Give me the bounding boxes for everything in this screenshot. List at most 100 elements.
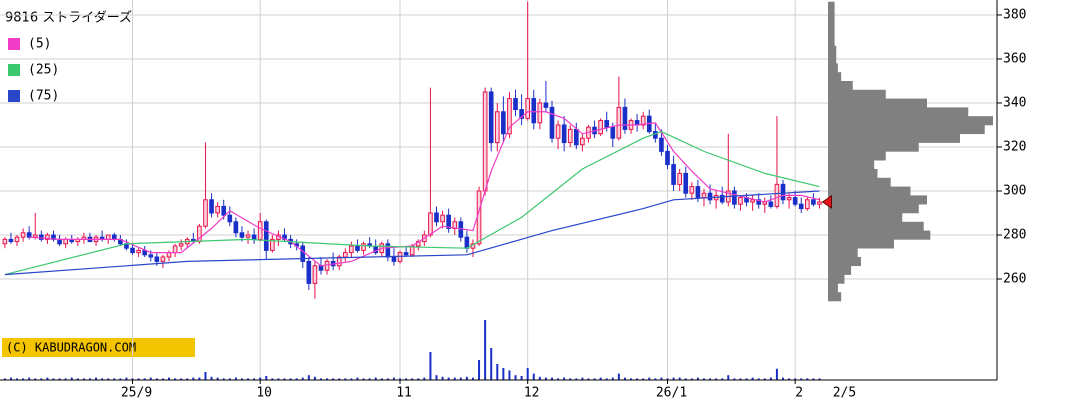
volume-bar: [800, 378, 803, 380]
volume-bar: [253, 378, 256, 380]
profile-bar: [828, 168, 878, 179]
candle-body: [488, 91, 494, 144]
volume-bar: [143, 378, 146, 380]
copyright: (C) KABUDRAGON.COM: [6, 341, 136, 355]
volume-bar: [630, 378, 633, 380]
candle-body: [817, 201, 822, 205]
candle-body: [683, 172, 689, 194]
profile-bar: [828, 133, 960, 143]
volume-bar: [161, 378, 164, 380]
volume-bar: [101, 378, 104, 380]
candle-body: [172, 245, 178, 254]
candle-body: [719, 194, 725, 203]
profile-bar: [828, 45, 837, 55]
candle-body: [805, 199, 810, 210]
volume-bar: [58, 378, 61, 380]
candle-body: [227, 214, 233, 223]
y-tick-label: 300: [1003, 183, 1026, 198]
profile-bar: [828, 116, 993, 126]
candle-body: [233, 221, 239, 234]
profile-bar: [828, 10, 835, 20]
volume-bar: [417, 378, 420, 380]
candle-body: [525, 98, 531, 119]
candle-body: [476, 190, 482, 245]
volume-bar: [119, 378, 122, 380]
profile-bar: [828, 89, 886, 99]
volume-bar: [307, 375, 310, 380]
volume-bar: [678, 377, 681, 380]
profile-bar: [828, 230, 931, 240]
candle-body: [561, 124, 567, 144]
volume-bar: [319, 378, 322, 380]
volume-bar: [28, 377, 31, 380]
volume-bar: [423, 377, 426, 380]
candle-body: [774, 183, 780, 207]
candle-body: [665, 150, 670, 166]
volume-bar: [459, 377, 462, 380]
candle-body: [306, 260, 312, 284]
candle-body: [756, 199, 762, 205]
candle-body: [798, 203, 804, 210]
x-tick-label: 11: [396, 386, 412, 401]
profile-bar: [828, 239, 894, 249]
candle-body: [738, 197, 743, 205]
volume-bar: [301, 377, 304, 380]
volume-bar: [581, 377, 584, 380]
candle-body: [786, 197, 792, 201]
profile-bar: [828, 186, 911, 196]
volume-bar: [757, 378, 760, 380]
candle-body: [148, 254, 154, 258]
candle-body: [695, 186, 701, 199]
volume-bar: [216, 377, 219, 380]
candle-body: [251, 234, 257, 240]
y-tick-label: 260: [1003, 271, 1026, 286]
volume-bar: [660, 377, 663, 380]
volume-bar: [709, 378, 712, 380]
candle-body: [300, 245, 306, 262]
candle-body: [531, 98, 537, 124]
volume-bar: [569, 378, 572, 380]
candle-body: [507, 98, 512, 135]
volume-bar: [222, 378, 225, 380]
candle-body: [573, 128, 579, 146]
volume-bar: [386, 378, 389, 380]
candle-body: [257, 221, 263, 240]
candle-body: [567, 128, 573, 144]
volume-bar: [739, 378, 742, 380]
volume-bar: [575, 378, 578, 380]
candle-body: [209, 199, 214, 214]
volume-bar: [465, 376, 468, 380]
volume-bar: [605, 378, 608, 380]
profile-bar: [828, 72, 842, 82]
candle-body: [610, 126, 616, 139]
profile-bar: [828, 212, 903, 223]
ma-line: [4, 190, 820, 276]
candle-body: [318, 265, 324, 271]
candle-body: [622, 106, 628, 130]
volume-bar: [733, 378, 736, 380]
legend-label: (5): [28, 37, 51, 52]
volume-bar: [471, 377, 474, 380]
volume-bar: [763, 378, 766, 380]
last-date: 2/5: [833, 386, 856, 401]
volume-bar: [636, 378, 639, 380]
candle-body: [519, 109, 524, 119]
candle-body: [580, 137, 585, 146]
volume-bar: [271, 378, 274, 380]
candle-body: [598, 120, 603, 135]
x-tick-label: 26/1: [656, 386, 687, 401]
candle-body: [160, 256, 166, 262]
profile-bar: [828, 256, 861, 267]
volume-bar: [405, 378, 408, 380]
candle-body: [811, 199, 816, 205]
candle-body: [750, 199, 755, 203]
profile-bar: [828, 195, 927, 205]
volume-bar: [399, 378, 402, 380]
volume-bar: [557, 378, 560, 380]
volume-bar: [168, 377, 171, 380]
volume-bar: [350, 378, 353, 380]
volume-bar: [392, 377, 395, 380]
candle-body: [434, 212, 439, 223]
volume-bar: [380, 378, 383, 380]
profile-bar: [828, 63, 838, 73]
